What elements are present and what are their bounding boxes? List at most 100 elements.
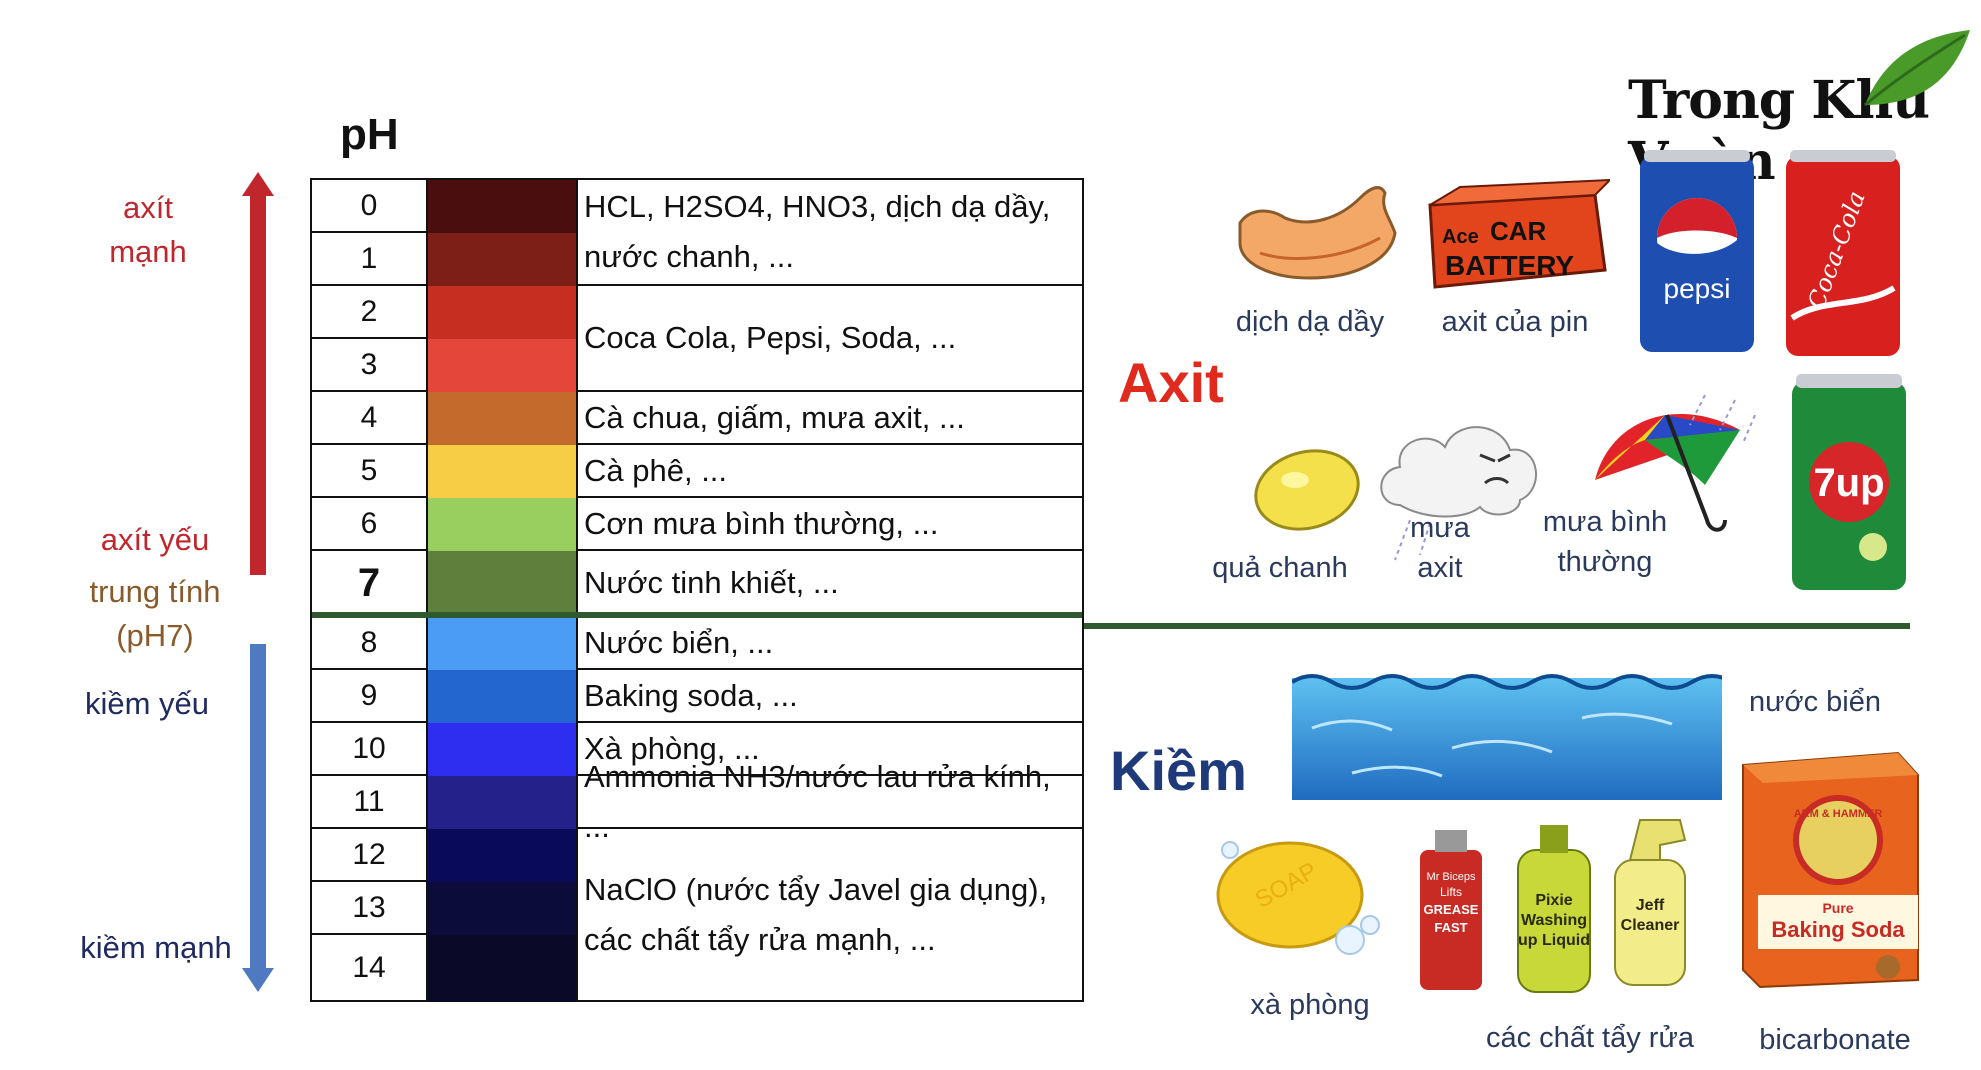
ph-value: 7 xyxy=(312,551,428,617)
neutral-label-line2: (pH7) xyxy=(116,618,194,653)
ph-value: 1 xyxy=(312,233,428,286)
car-battery-icon: Ace CAR BATTERY xyxy=(1428,178,1610,289)
ph-description-line: Nước biển, ... xyxy=(584,624,774,660)
ph-value: 4 xyxy=(312,392,428,445)
ph-description-line: Nước tinh khiết, ... xyxy=(584,565,839,600)
spray-can-text-2: Lifts xyxy=(1440,885,1462,899)
acid-heading: Axit xyxy=(1118,351,1224,414)
ph-color-swatch xyxy=(428,339,576,392)
ph-value: 3 xyxy=(312,339,428,392)
ph-row-0: 0 xyxy=(312,180,1082,233)
battery-label: axit của pin xyxy=(1441,306,1589,338)
ph-color-swatch xyxy=(428,617,576,670)
ph-description: Nước biển, ... xyxy=(576,617,1082,670)
strong-acid-label-line2: mạnh xyxy=(109,234,187,269)
ph-description-line: Xà phòng, ... xyxy=(584,730,760,766)
acid-rain-label-line2: axit xyxy=(1417,552,1463,584)
ph-color-swatch xyxy=(428,670,576,723)
ph-direction-arrows xyxy=(242,172,274,992)
ph-row-14: 14 xyxy=(312,935,1082,1002)
ph-row-3: 3 xyxy=(312,339,1082,392)
bicarbonate-label: bicarbonate xyxy=(1759,1024,1911,1056)
acid-arrow xyxy=(242,172,274,575)
strong-acid-label-line1: axít xyxy=(123,190,173,225)
acid-rain-label-line1: mưa xyxy=(1410,512,1470,544)
seven-up-can-text: 7up xyxy=(1813,461,1884,505)
ph-value: 13 xyxy=(312,882,428,935)
stomach-label: dịch dạ dầy xyxy=(1235,306,1385,338)
ph-description-line: Cơn mưa bình thường, ... xyxy=(584,505,939,541)
ph-color-swatch xyxy=(428,829,576,882)
ph-value: 5 xyxy=(312,445,428,498)
ph-color-swatch xyxy=(428,551,576,617)
dish-liquid-text-1: Pixie xyxy=(1535,892,1572,909)
ph-color-swatch xyxy=(428,935,576,1002)
ph-description: Cà phê, ... xyxy=(576,445,1082,498)
leaf-logo-icon xyxy=(1864,30,1970,107)
ph-row-11: 11 xyxy=(312,776,1082,829)
umbrella-icon xyxy=(1595,394,1756,532)
neutral-label-line1: trung tính xyxy=(89,574,221,609)
ph-description-line: Baking soda, ... xyxy=(584,677,798,713)
trigger-spray-bottle-icon: Jeff Cleaner xyxy=(1614,819,1687,986)
base-heading: Kiềm xyxy=(1110,739,1247,802)
battery-text-car: CAR xyxy=(1490,216,1547,246)
weak-acid-label: axít yếu xyxy=(100,522,210,557)
soap-bar-icon: SOAP xyxy=(1216,841,1380,955)
ph-description: Xà phòng, ... xyxy=(576,723,1082,776)
ph-value: 8 xyxy=(312,617,428,670)
acid-base-divider xyxy=(1084,623,1910,629)
ph-value: 14 xyxy=(312,935,428,1002)
pepsi-can-text: pepsi xyxy=(1664,273,1731,304)
ph-value: 9 xyxy=(312,670,428,723)
baking-soda-text-2: Baking Soda xyxy=(1771,917,1905,942)
lemon-label: quả chanh xyxy=(1212,552,1348,584)
ph-value: 10 xyxy=(312,723,428,776)
spray-can-icon: Mr Biceps Lifts GREASE FAST xyxy=(1420,830,1482,990)
ph-color-swatch xyxy=(428,392,576,445)
baking-soda-box-icon: ARM & HAMMER Pure Baking Soda xyxy=(1742,751,1919,989)
ph-row-1: 1 xyxy=(312,233,1082,286)
ph-description: Cơn mưa bình thường, ... xyxy=(576,498,1082,551)
ph-table: 0 1 2 3 4 5 6 7 8 9 10 11 12 13 14 HCL, H2SO4, HNO3, dị… xyxy=(310,178,1084,1002)
spray-can-text-4: FAST xyxy=(1434,920,1467,935)
neutral-divider xyxy=(312,612,1082,618)
ph-description-line: Cà phê, ... xyxy=(584,452,728,488)
stomach-icon xyxy=(1238,186,1397,280)
ph-color-swatch xyxy=(428,286,576,339)
sea-label: nước biển xyxy=(1749,686,1881,718)
ph-row-9: 9 xyxy=(312,670,1082,723)
lemon-icon xyxy=(1254,449,1360,531)
acid-rain-label: mưa axit xyxy=(1380,508,1500,588)
ph-color-swatch xyxy=(428,882,576,935)
ph-value: 0 xyxy=(312,180,428,233)
ph-description: Nước tinh khiết, ... xyxy=(576,551,1082,617)
dish-liquid-text-2: Washing xyxy=(1521,912,1587,929)
soap-label: xà phòng xyxy=(1250,989,1370,1021)
ph-value: 12 xyxy=(312,829,428,882)
ph-color-swatch xyxy=(428,776,576,829)
battery-text-battery: BATTERY xyxy=(1445,250,1574,281)
ph-value: 11 xyxy=(312,776,428,829)
ph-row-6: 6 xyxy=(312,498,1082,551)
ph-value: 2 xyxy=(312,286,428,339)
ph-row-5: 5 xyxy=(312,445,1082,498)
ph-row-10: 10 xyxy=(312,723,1082,776)
normal-rain-label-line2: thường xyxy=(1557,546,1653,578)
normal-rain-label-line1: mưa bình xyxy=(1542,506,1668,538)
ph-color-swatch xyxy=(428,445,576,498)
ph-color-swatch xyxy=(428,180,576,233)
base-arrow xyxy=(242,644,274,992)
ph-description: Ammonia NH3/nước lau rửa kính, ... xyxy=(576,759,1082,844)
ph-description: NaClO (nước tẩy Javel gia dụng), các chất… xyxy=(576,829,1082,1002)
ph-description-line: các chất tẩy rửa mạnh, ... xyxy=(584,921,936,957)
ph-row-2: 2 xyxy=(312,286,1082,339)
coca-cola-can-icon: Coca-Cola xyxy=(1786,150,1900,356)
spray-can-text-3: GREASE xyxy=(1424,902,1479,917)
ph-description-line: HCL, H2SO4, HNO3, dịch dạ dầy, xyxy=(584,189,1051,224)
cleaners-label: các chất tẩy rửa xyxy=(1486,1022,1694,1054)
seven-up-can-icon: 7up xyxy=(1792,374,1906,590)
ph-row-13: 13 xyxy=(312,882,1082,935)
ph-row-4: 4 xyxy=(312,392,1082,445)
battery-text-ace: Ace xyxy=(1442,226,1479,248)
